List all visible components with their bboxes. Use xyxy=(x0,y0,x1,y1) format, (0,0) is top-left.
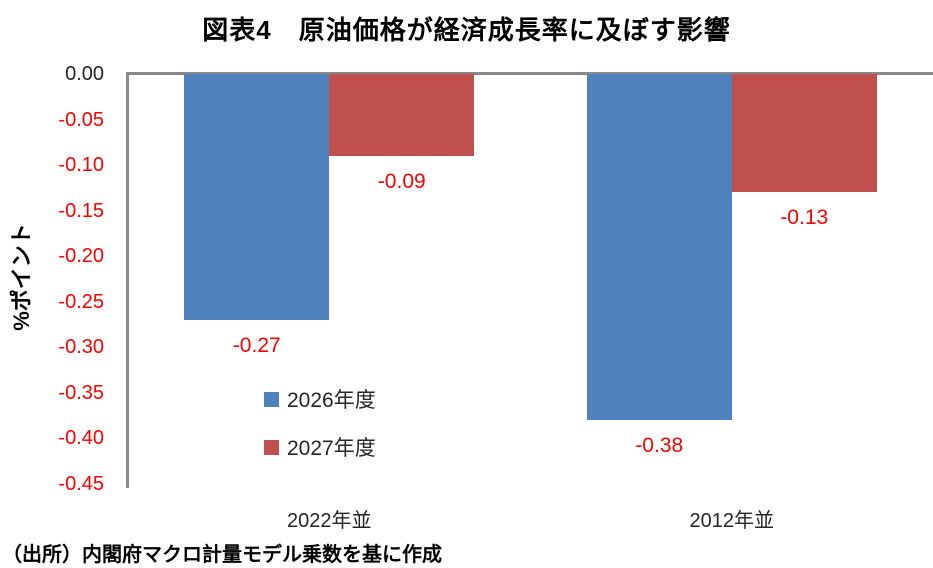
y-tick-label: -0.40 xyxy=(58,427,104,450)
y-tick-label: 0.00 xyxy=(65,63,104,85)
legend-swatch-icon xyxy=(264,391,279,407)
bar-2027年度-2022年並 xyxy=(329,74,475,156)
y-tick-label: -0.10 xyxy=(58,154,104,177)
data-label-2026年度-2012年並: -0.38 xyxy=(635,434,684,458)
x-category-label-2022年並: 2022年並 xyxy=(287,510,372,532)
data-label-2027年度-2022年並: -0.09 xyxy=(377,170,426,193)
source-note: （出所）内閣府マクロ計量モデル乗数を基に作成 xyxy=(2,544,442,566)
y-tick-label: -0.05 xyxy=(58,108,104,131)
y-axis-line xyxy=(126,74,129,488)
data-label-2026年度-2022年並: -0.27 xyxy=(232,334,281,357)
legend: 2026年度 2027年度 xyxy=(264,386,376,482)
chart-title: 図表4 原油価格が経済成長率に及ぼす影響 xyxy=(202,15,731,45)
bar-2027年度-2012年並 xyxy=(731,74,877,193)
y-tick-label: -0.15 xyxy=(58,199,104,222)
y-tick-label: -0.25 xyxy=(58,290,104,313)
legend-swatch-icon xyxy=(264,439,279,455)
legend-item-2027年度: 2027年度 xyxy=(264,434,376,460)
legend-label: 2026年度 xyxy=(287,389,376,412)
x-category-label-2012年並: 2012年並 xyxy=(689,510,775,532)
bar-2026年度-2012年並 xyxy=(586,74,732,421)
legend-label: 2027年度 xyxy=(287,437,376,460)
zero-gridline xyxy=(126,72,933,75)
y-tick-label: -0.20 xyxy=(58,245,104,268)
y-tick-label: -0.35 xyxy=(58,381,104,404)
bar-2026年度-2022年並 xyxy=(184,74,330,320)
data-label-2027年度-2012年並: -0.13 xyxy=(780,206,829,230)
y-tick-label: -0.45 xyxy=(58,473,104,495)
y-tick-label: -0.30 xyxy=(58,336,104,359)
legend-item-2026年度: 2026年度 xyxy=(264,386,376,412)
